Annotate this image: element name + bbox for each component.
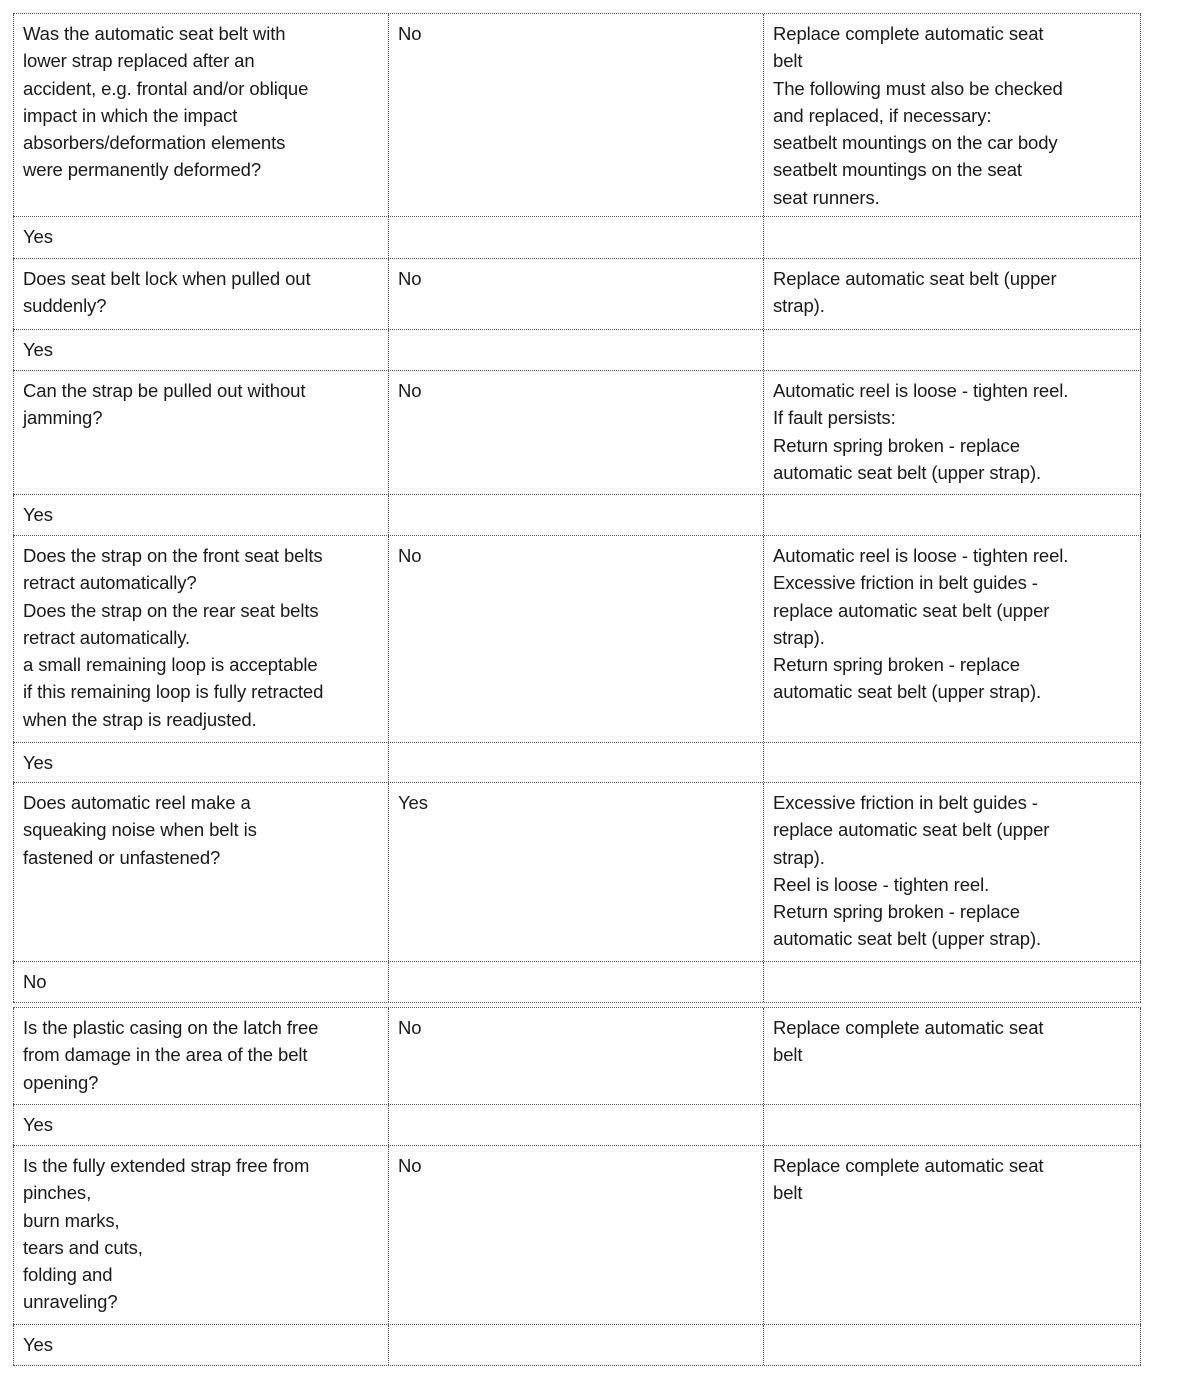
answer-cell: No [388,371,763,494]
answer-cell: Yes [388,783,763,961]
question-row: Was the automatic seat belt with lower s… [13,13,1141,217]
empty-cell [388,1105,763,1145]
question-row: Can the strap be pulled out without jamm… [13,371,1141,495]
empty-cell [763,1105,1141,1145]
empty-cell [763,217,1141,258]
empty-cell [763,495,1141,535]
answer-cell: No [388,1008,763,1104]
empty-cell [388,495,763,535]
next-step-cell: Yes [13,1325,388,1365]
action-cell: Excessive friction in belt guides - repl… [763,783,1141,961]
answer-cell: No [388,1146,763,1324]
next-step-cell: Yes [13,743,388,782]
question-cell: Does the strap on the front seat belts r… [13,536,388,742]
action-cell: Automatic reel is loose - tighten reel. … [763,536,1141,742]
question-row: Is the fully extended strap free from pi… [13,1146,1141,1325]
answer-cell: No [388,14,763,216]
action-cell: Replace complete automatic seat belt [763,1146,1141,1324]
question-cell: Does automatic reel make a squeaking noi… [13,783,388,961]
empty-cell [388,217,763,258]
next-step-row: Yes [13,495,1141,536]
question-cell: Does seat belt lock when pulled out sudd… [13,259,388,329]
question-cell: Is the fully extended strap free from pi… [13,1146,388,1324]
empty-cell [388,1325,763,1365]
action-cell: Replace automatic seat belt (upper strap… [763,259,1141,329]
answer-cell: No [388,259,763,329]
question-cell: Can the strap be pulled out without jamm… [13,371,388,494]
next-step-cell: Yes [13,1105,388,1145]
question-cell: Is the plastic casing on the latch free … [13,1008,388,1104]
next-step-cell: No [13,962,388,1002]
question-row: Does seat belt lock when pulled out sudd… [13,259,1141,330]
next-step-cell: Yes [13,495,388,535]
action-cell: Replace complete automatic seat belt [763,1008,1141,1104]
empty-cell [763,743,1141,782]
empty-cell [763,1325,1141,1365]
inspection-table: Was the automatic seat belt with lower s… [13,13,1141,1366]
question-row: Does automatic reel make a squeaking noi… [13,783,1141,962]
action-cell: Automatic reel is loose - tighten reel. … [763,371,1141,494]
empty-cell [388,330,763,370]
next-step-row: Yes [13,743,1141,783]
empty-cell [388,962,763,1002]
next-step-cell: Yes [13,217,388,258]
empty-cell [388,743,763,782]
next-step-row: Yes [13,1105,1141,1146]
next-step-row: No [13,962,1141,1003]
next-step-row: Yes [13,217,1141,259]
answer-cell: No [388,536,763,742]
empty-cell [763,962,1141,1002]
question-row: Is the plastic casing on the latch free … [13,1007,1141,1105]
empty-cell [763,330,1141,370]
next-step-row: Yes [13,330,1141,371]
action-cell: Replace complete automatic seat belt The… [763,14,1141,216]
question-cell: Was the automatic seat belt with lower s… [13,14,388,216]
next-step-cell: Yes [13,330,388,370]
question-row: Does the strap on the front seat belts r… [13,536,1141,743]
next-step-row: Yes [13,1325,1141,1366]
